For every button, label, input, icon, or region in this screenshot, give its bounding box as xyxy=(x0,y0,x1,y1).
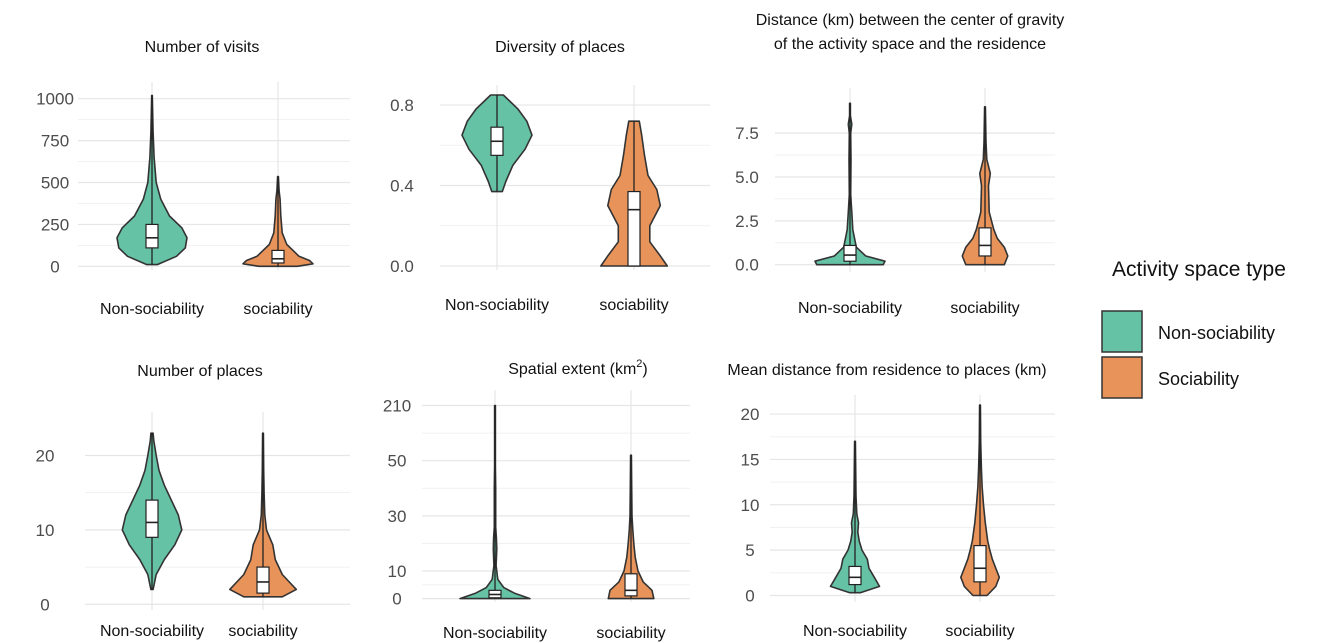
box-iqr xyxy=(145,223,159,249)
panel-title: Mean distance from residence to places (… xyxy=(727,362,1046,379)
box-iqr xyxy=(145,499,159,538)
y-tick-label: 0 xyxy=(40,595,49,614)
y-tick-label: 50 xyxy=(388,452,407,471)
y-tick-label: 0 xyxy=(50,257,59,276)
y-tick-label: 750 xyxy=(41,132,69,151)
panel-6: 0 5 10 15 20 Mean distance from residence to … xyxy=(727,362,1055,640)
panel-title: Spatial extent (km2) xyxy=(508,358,648,378)
box-iqr xyxy=(843,244,857,262)
box-iqr xyxy=(848,565,862,586)
panel-title: Distance (km) between the center of grav… xyxy=(756,12,1065,29)
y-tick-label: 5.0 xyxy=(735,168,759,187)
panel-title: Number of visits xyxy=(145,39,260,56)
y-tick-label: 7.5 xyxy=(735,124,759,143)
y-tick-label: 5 xyxy=(745,541,754,560)
x-tick-label: sociability xyxy=(950,300,1019,317)
panel-3: 0.0 2.5 5.0 7.5 Distance (km) between the ce… xyxy=(735,12,1064,317)
y-tick-label: 20 xyxy=(36,446,55,465)
y-tick-label: 20 xyxy=(741,405,760,424)
legend-title: Activity space type xyxy=(1112,258,1286,281)
panel-4: 0 10 20 Number of places Non-sociability soci… xyxy=(36,363,350,640)
panel-2: 0.0 0.4 0.8 Diversity of places Non-sociabil… xyxy=(390,39,710,314)
y-tick-label: 0.4 xyxy=(390,177,414,196)
box-iqr xyxy=(627,190,641,267)
y-tick-label: 10 xyxy=(36,521,55,540)
box-iqr xyxy=(978,227,992,257)
box-iqr xyxy=(271,249,285,264)
panel-1: 0 250 500 750 1000 Number of visits Non-sociab… xyxy=(36,39,350,318)
y-tick-label: 0 xyxy=(392,590,401,609)
y-tick-label: 15 xyxy=(741,450,760,469)
box-iqr xyxy=(973,544,987,583)
legend-label-sociability: Sociability xyxy=(1158,369,1239,389)
y-tick-label: 210 xyxy=(383,397,411,416)
y-tick-label: 0 xyxy=(745,586,754,605)
x-tick-label: Non-sociability xyxy=(100,623,204,640)
panel-title: of the activity space and the residence xyxy=(774,36,1046,53)
y-tick-label: 10 xyxy=(388,562,407,581)
x-tick-label: sociability xyxy=(243,301,312,318)
x-tick-label: sociability xyxy=(596,625,665,642)
legend-swatch-non-sociability xyxy=(1101,310,1143,353)
legend-swatch-sociability xyxy=(1101,356,1143,399)
box-iqr xyxy=(256,566,270,594)
x-tick-label: Non-sociability xyxy=(443,625,547,642)
y-tick-label: 0.0 xyxy=(390,257,414,276)
y-tick-label: 2.5 xyxy=(735,212,759,231)
y-tick-label: 250 xyxy=(41,215,69,234)
y-tick-label: 0.0 xyxy=(735,256,759,275)
panel-title: Diversity of places xyxy=(495,39,625,56)
x-tick-label: sociability xyxy=(228,623,297,640)
y-tick-label: 1000 xyxy=(36,90,74,109)
y-tick-label: 30 xyxy=(388,507,407,526)
x-tick-label: sociability xyxy=(599,297,668,314)
x-tick-label: Non-sociability xyxy=(445,297,549,314)
panel-5: 0 10 30 50 210 Spatial extent (km2) Non-sociab… xyxy=(383,358,690,642)
panel-title: Number of places xyxy=(137,363,262,380)
legend-label-non-sociability: Non-sociability xyxy=(1158,323,1275,343)
legend: Activity space type Non-sociability Soci… xyxy=(1101,258,1286,399)
x-tick-label: Non-sociability xyxy=(803,623,907,640)
x-tick-label: Non-sociability xyxy=(798,300,902,317)
y-tick-label: 500 xyxy=(41,174,69,193)
y-tick-label: 0.8 xyxy=(390,96,414,115)
x-tick-label: sociability xyxy=(945,623,1014,640)
box-iqr xyxy=(624,573,638,597)
x-tick-label: Non-sociability xyxy=(100,301,204,318)
y-tick-label: 10 xyxy=(741,496,760,515)
